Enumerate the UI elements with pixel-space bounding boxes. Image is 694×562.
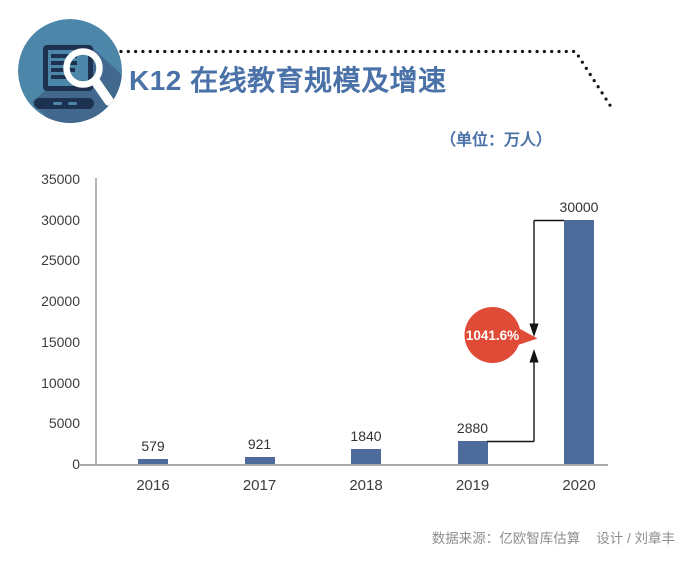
bar-2018 [351, 449, 381, 464]
laptop-base-notch [53, 102, 62, 105]
x-tick-label: 2016 [136, 477, 170, 494]
footer: 数据来源：亿欧智库估算 设计 / 刘章丰 [432, 527, 675, 547]
bar-2020 [564, 220, 594, 464]
laptop-base [34, 98, 94, 109]
bar-value-label: 1840 [350, 428, 382, 444]
y-tick-label: 30000 [41, 211, 80, 228]
page-title: K12 在线教育规模及增速 [129, 65, 447, 96]
y-tick-label: 35000 [41, 171, 80, 187]
bar-value-label: 30000 [559, 199, 599, 215]
y-axis-line [95, 178, 97, 466]
magnifier-handle [90, 76, 114, 106]
x-tick-label: 2018 [349, 477, 383, 494]
y-tick-label: 0 [72, 456, 80, 472]
unit-label: （单位：万人） [440, 132, 553, 149]
y-tick-label: 20000 [41, 293, 80, 310]
bar-2017 [244, 457, 275, 464]
x-axis-line [80, 464, 608, 466]
y-tick-label: 5000 [48, 415, 80, 432]
x-tick-label: 2017 [242, 477, 277, 494]
bar-value-label: 921 [247, 436, 272, 452]
x-tick-label: 2020 [562, 477, 596, 494]
bar-chart: 0 5000 10000 15000 20000 25000 30000 35000 579 20… [41, 171, 608, 494]
bar-value-label: 2880 [456, 420, 489, 436]
laptop-magnifier-icon [18, 19, 122, 123]
bar-value-label: 579 [141, 438, 165, 454]
y-tick-label: 10000 [41, 374, 80, 391]
y-tick-label: 15000 [41, 333, 80, 350]
x-tick-label: 2019 [455, 477, 490, 494]
bar-2019 [457, 441, 488, 464]
magnifier-lens [63, 48, 103, 88]
data-source-text: 数据来源：亿欧智库估算 [431, 531, 581, 546]
designer-credit-text: 设计 / 刘章丰 [596, 531, 675, 546]
y-tick-label: 25000 [41, 252, 80, 269]
bar-2016 [138, 459, 168, 464]
laptop-base-notch [68, 102, 77, 105]
